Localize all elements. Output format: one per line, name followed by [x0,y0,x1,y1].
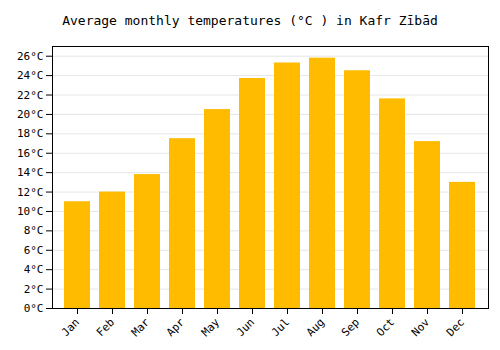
svg-text:6°C: 6°C [24,244,44,257]
svg-text:24°C: 24°C [17,69,44,82]
svg-text:20°C: 20°C [17,108,44,121]
svg-text:Apr: Apr [164,315,188,339]
svg-text:May: May [199,315,223,339]
svg-text:Jun: Jun [234,316,257,339]
svg-text:10°C: 10°C [17,205,44,218]
svg-text:Mar: Mar [129,315,153,339]
svg-text:Dec: Dec [444,316,467,339]
svg-text:18°C: 18°C [17,127,44,140]
svg-text:8°C: 8°C [24,224,44,237]
svg-text:12°C: 12°C [17,186,44,199]
svg-text:Sep: Sep [339,316,362,339]
svg-text:Feb: Feb [94,316,117,339]
svg-text:16°C: 16°C [17,147,44,160]
svg-text:0°C: 0°C [24,302,44,315]
svg-text:Jul: Jul [269,316,292,339]
html-text:Average monthly temperatures (: Average monthly temperatures (°C ) in Ka… [62,13,438,28]
svg-text:Jan: Jan [59,316,82,339]
svg-text:Aug: Aug [304,316,327,339]
svg-text:Nov: Nov [409,315,433,339]
svg-text:14°C: 14°C [17,166,44,179]
svg-text:Oct: Oct [374,316,397,339]
svg-text:22°C: 22°C [17,89,44,102]
svg-text:2°C: 2°C [24,283,44,296]
svg-text:26°C: 26°C [17,50,44,63]
svg-text:4°C: 4°C [24,263,44,276]
